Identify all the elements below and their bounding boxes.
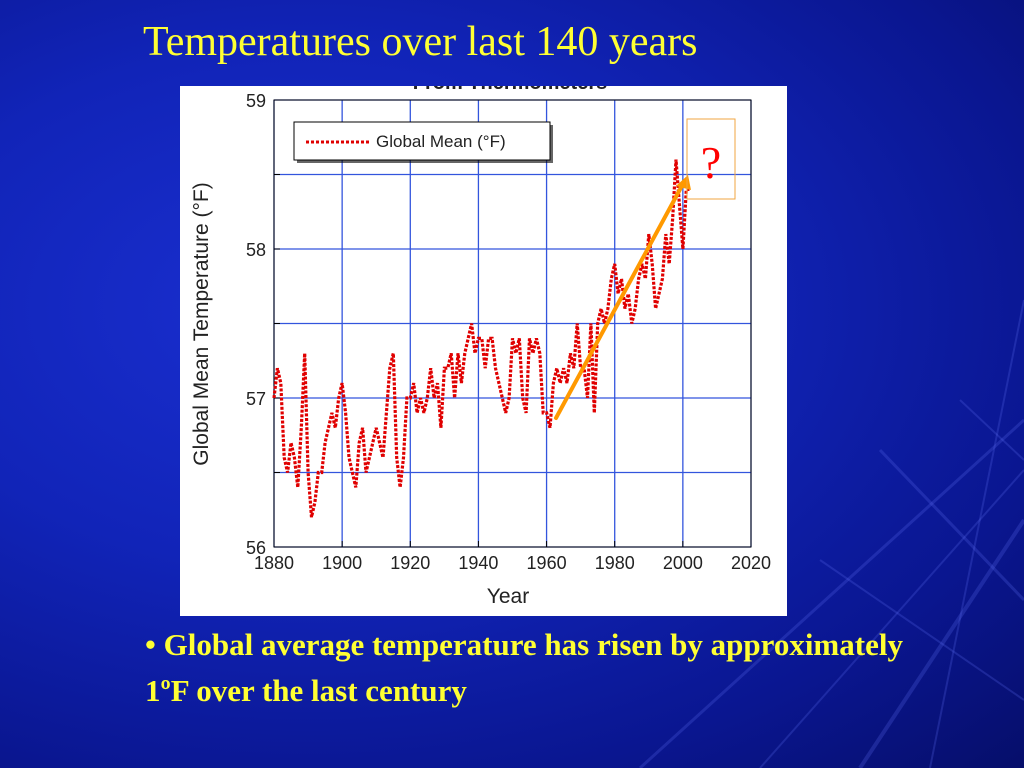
plot-frame xyxy=(273,99,752,548)
y-tick-label: 58 xyxy=(246,240,266,260)
bullet-marker: • xyxy=(145,627,156,662)
x-tick-label: 1920 xyxy=(390,553,430,573)
x-tick-label: 1900 xyxy=(322,553,362,573)
y-tick-label: 56 xyxy=(246,538,266,558)
x-axis-label: Year xyxy=(487,585,529,608)
y-tick-label: 57 xyxy=(246,389,266,409)
slide-title: Temperatures over last 140 years xyxy=(143,19,698,65)
x-tick-label: 1960 xyxy=(527,553,567,573)
x-tick-label: 1880 xyxy=(254,553,294,573)
chart-title: From Thermometers xyxy=(413,86,608,94)
grid xyxy=(273,99,752,548)
series-line-global-mean xyxy=(272,159,690,518)
bullet-point: • Global average temperature has risen b… xyxy=(145,622,905,714)
bullet-text: Global average temperature has risen by … xyxy=(145,627,903,708)
x-tick-label: 1940 xyxy=(458,553,498,573)
temperature-chart: From Thermometers 1880 1900 1920 1940 1960 19… xyxy=(180,86,787,616)
x-tick-label: 2020 xyxy=(731,553,771,573)
callout-text: ? xyxy=(701,137,721,188)
trend-arrow xyxy=(554,175,691,420)
legend: Global Mean (°F) xyxy=(293,121,553,163)
chart-svg: From Thermometers 1880 1900 1920 1940 1960 19… xyxy=(190,86,771,608)
legend-label: Global Mean (°F) xyxy=(376,132,506,151)
y-axis-label: Global Mean Temperature (°F) xyxy=(190,182,213,465)
x-tick-label: 2000 xyxy=(663,553,703,573)
y-tick-label: 59 xyxy=(246,91,266,111)
x-tick-label: 1980 xyxy=(595,553,635,573)
question-callout: ? xyxy=(686,118,736,200)
axis-ticks: 1880 1900 1920 1940 1960 1980 2000 2020 56 57 58 59 xyxy=(246,91,771,573)
series-layer xyxy=(272,159,690,518)
